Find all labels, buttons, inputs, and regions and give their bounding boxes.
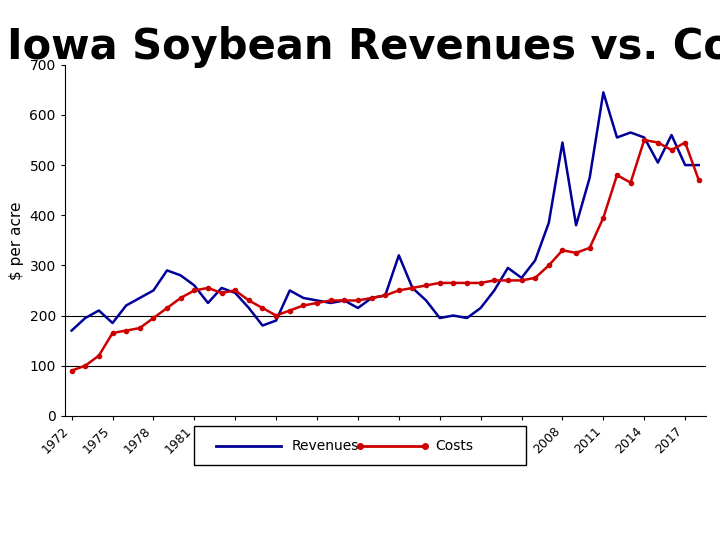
Text: Iowa Soybean Revenues vs. Costs: Iowa Soybean Revenues vs. Costs (7, 25, 720, 68)
Text: IOWA STATE UNIVERSITY: IOWA STATE UNIVERSITY (9, 484, 215, 498)
Bar (194, 426, 526, 465)
Text: Revenues: Revenues (292, 438, 359, 453)
Text: Costs: Costs (436, 438, 474, 453)
Y-axis label: $ per acre: $ per acre (9, 201, 24, 280)
Text: Ag Decision Maker: Ag Decision Maker (565, 498, 713, 512)
Text: Extension and Outreach/Department of Economics: Extension and Outreach/Department of Eco… (9, 517, 257, 528)
